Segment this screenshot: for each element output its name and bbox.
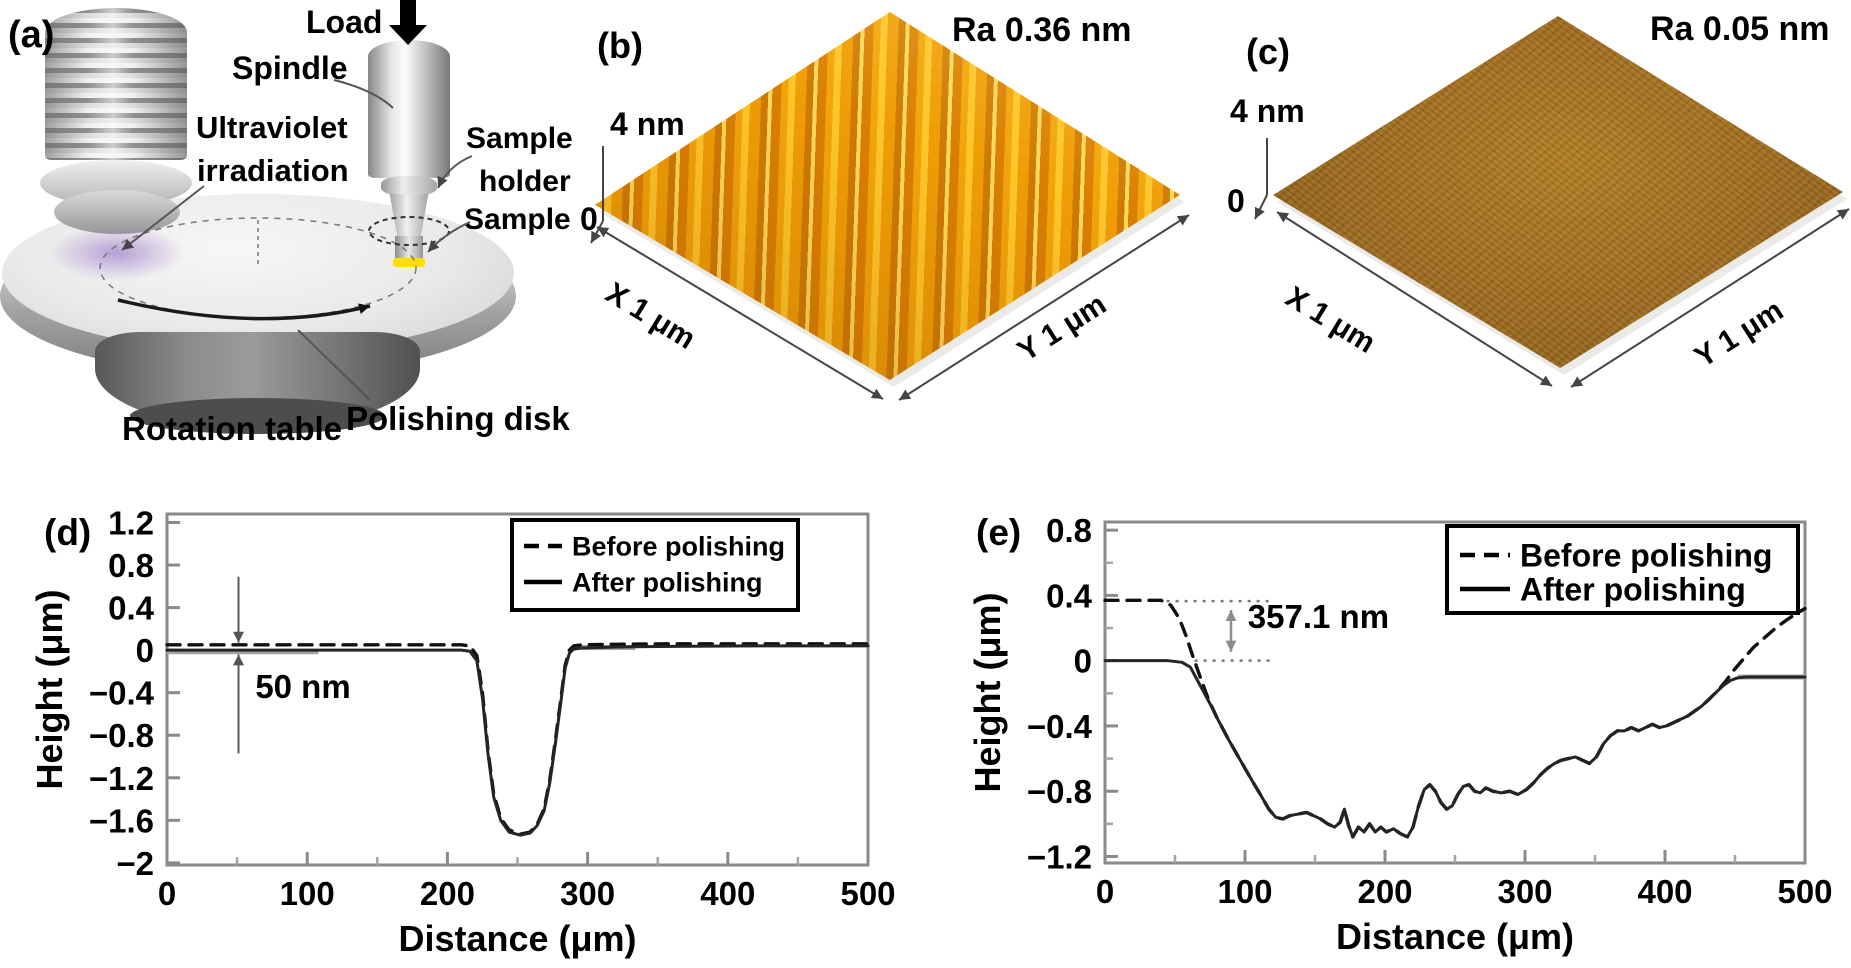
svg-text:0.4: 0.4 <box>1046 577 1093 614</box>
panel-a: (a) Load Spindle Ultraviolet irradiation… <box>0 0 573 470</box>
svg-text:500: 500 <box>1777 873 1832 910</box>
svg-text:0: 0 <box>1074 643 1092 680</box>
svg-text:Before polishing: Before polishing <box>1520 538 1772 574</box>
chart-d-svg: 0 100 200 300 400 500 1.2 0.8 0.4 0 −0.4 −0.8 −1.2 −1… <box>29 505 896 959</box>
svg-text:100: 100 <box>280 875 335 912</box>
svg-text:0: 0 <box>136 632 154 669</box>
uv-lamp <box>45 8 187 160</box>
svg-text:−0.4: −0.4 <box>1027 708 1093 745</box>
chart-d: 0 100 200 300 400 500 1.2 0.8 0.4 0 −0.4 −0.8 −1.2 −1… <box>0 420 900 968</box>
svg-text:Before polishing: Before polishing <box>572 532 785 562</box>
sample-holder-tip <box>395 236 423 260</box>
svg-text:500: 500 <box>840 875 895 912</box>
panel-c-y-axis-label: Y 1 μm <box>1688 293 1790 375</box>
svg-text:200: 200 <box>420 875 475 912</box>
svg-text:1.2: 1.2 <box>108 505 154 542</box>
svg-text:Distance (μm): Distance (μm) <box>398 918 636 959</box>
panel-b-tag: (b) <box>597 25 643 66</box>
svg-text:0.4: 0.4 <box>108 590 155 627</box>
panel-b-zmax-label: 4 nm <box>610 106 685 142</box>
svg-text:Height (μm): Height (μm) <box>967 592 1008 792</box>
sample-label: Sample <box>464 203 571 236</box>
uv-irradiation-label-line1: Ultraviolet <box>196 110 348 145</box>
sample-holder-label-line1: Sample <box>466 122 573 155</box>
svg-text:300: 300 <box>1497 873 1552 910</box>
svg-text:−1.2: −1.2 <box>89 760 154 797</box>
panel-e-tag: (e) <box>976 512 1022 553</box>
panel-b-x-axis-label: X 1 μm <box>599 276 701 356</box>
panel-d-tag: (d) <box>44 512 92 553</box>
svg-text:−0.8: −0.8 <box>89 717 154 754</box>
svg-text:After polishing: After polishing <box>572 568 763 598</box>
svg-text:0: 0 <box>158 875 176 912</box>
svg-text:400: 400 <box>700 875 755 912</box>
sample-chip <box>393 258 425 267</box>
chart-e: 0 100 200 300 400 500 0.8 0.4 0 −0.4 −0.8 −1.2 Dista… <box>900 420 1851 968</box>
chart-e-svg: 0 100 200 300 400 500 0.8 0.4 0 −0.4 −0.8 −1.2 Dista… <box>967 512 1833 957</box>
uv-irradiation-glow <box>50 226 184 280</box>
panel-c-x-axis-label: X 1 μm <box>1279 280 1381 360</box>
svg-text:357.1 nm: 357.1 nm <box>1248 598 1389 635</box>
svg-text:−1.6: −1.6 <box>89 802 154 839</box>
svg-text:50 nm: 50 nm <box>255 668 350 705</box>
panel-b-ra-value: Ra 0.36 nm <box>952 11 1132 49</box>
svg-text:0.8: 0.8 <box>108 547 154 584</box>
svg-text:0.8: 0.8 <box>1046 512 1092 549</box>
svg-text:300: 300 <box>560 875 615 912</box>
panel-c-zmax-label: 4 nm <box>1230 93 1305 129</box>
svg-text:400: 400 <box>1637 873 1692 910</box>
uv-irradiation-label-line2: irradiation <box>197 153 349 188</box>
load-arrow-icon <box>400 0 416 27</box>
sample-holder-label-line2: holder <box>479 165 571 198</box>
svg-text:Distance (μm): Distance (μm) <box>1336 916 1574 957</box>
panel-c-zzero-label: 0 <box>1227 183 1245 219</box>
panel-c-tag: (c) <box>1246 31 1290 72</box>
svg-text:0: 0 <box>1096 873 1114 910</box>
svg-text:200: 200 <box>1357 873 1412 910</box>
svg-text:Height (μm): Height (μm) <box>29 589 70 789</box>
spindle-cylinder <box>368 40 450 178</box>
polishing-disk-label: Polishing disk <box>346 400 570 437</box>
svg-text:−1.2: −1.2 <box>1027 838 1092 875</box>
spindle-label: Spindle <box>232 50 348 86</box>
svg-text:−2: −2 <box>116 845 154 882</box>
panel-c-ra-value: Ra 0.05 nm <box>1650 10 1830 48</box>
svg-text:−0.8: −0.8 <box>1027 773 1092 810</box>
svg-text:100: 100 <box>1217 873 1272 910</box>
svg-text:−0.4: −0.4 <box>89 675 155 712</box>
load-label: Load <box>306 4 383 40</box>
panel-a-tag: (a) <box>8 14 55 56</box>
panel-b-zzero-label: 0 <box>580 201 598 237</box>
sample-holder-collar <box>381 176 437 196</box>
rotation-table-label: Rotation table <box>122 410 342 447</box>
rotation-table-base <box>130 398 385 434</box>
svg-text:After polishing: After polishing <box>1520 572 1746 608</box>
